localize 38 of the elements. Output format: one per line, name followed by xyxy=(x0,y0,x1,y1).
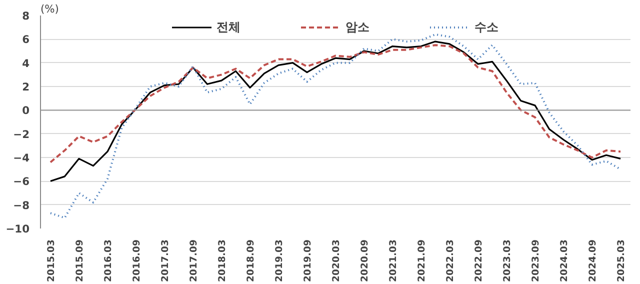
y-tick-label: −2 xyxy=(13,128,30,141)
x-tick-label: 2020.09 xyxy=(360,239,370,282)
x-tick-label: 2017.03 xyxy=(160,239,171,282)
x-tick-label: 2018.03 xyxy=(216,239,228,282)
x-tick-label: 2021.09 xyxy=(416,239,428,282)
x-tick-label: 2016.09 xyxy=(131,239,142,282)
y-tick-label: 6 xyxy=(22,33,30,46)
x-tick-label: 2025.03 xyxy=(616,239,628,282)
x-tick-label: 2024.03 xyxy=(559,239,570,282)
x-tick-label: 2015.09 xyxy=(74,239,86,282)
y-tick-label: 4 xyxy=(22,56,30,70)
y-tick-label: 2 xyxy=(22,80,30,94)
y-axis-title: (%) xyxy=(40,2,59,16)
x-tick-label: 2021.03 xyxy=(388,239,400,282)
x-tick-label: 2018.09 xyxy=(245,239,256,282)
x-tick-label: 2016.03 xyxy=(102,239,114,282)
legend-label: 전체 xyxy=(216,18,240,36)
line-series xyxy=(49,44,622,164)
x-tick-label: 2017.09 xyxy=(188,239,200,282)
x-tick-label: 2019.03 xyxy=(274,239,285,282)
y-tick-label: 0 xyxy=(22,104,30,118)
legend-label: 수소 xyxy=(474,18,498,36)
y-tick-label: −6 xyxy=(13,175,30,188)
x-tick-label: 2024.09 xyxy=(588,239,599,282)
legend-label: 암소 xyxy=(346,18,370,36)
y-tick-label: 8 xyxy=(22,10,30,22)
x-tick-label: 2022.09 xyxy=(474,239,485,282)
x-tick-label: 2019.09 xyxy=(302,239,314,282)
x-tick-label: 2015.03 xyxy=(46,239,57,282)
y-tick-label: −10 xyxy=(6,222,30,236)
x-tick-label: 2023.09 xyxy=(530,239,542,282)
line-series xyxy=(49,33,622,219)
x-tick-label: 2022.03 xyxy=(445,239,456,282)
x-tick-label: 2020.03 xyxy=(331,239,342,282)
x-tick-label: 2023.03 xyxy=(502,239,514,282)
line-series xyxy=(50,40,622,182)
y-tick-label: −8 xyxy=(13,198,30,212)
y-tick-label: −4 xyxy=(13,152,30,164)
